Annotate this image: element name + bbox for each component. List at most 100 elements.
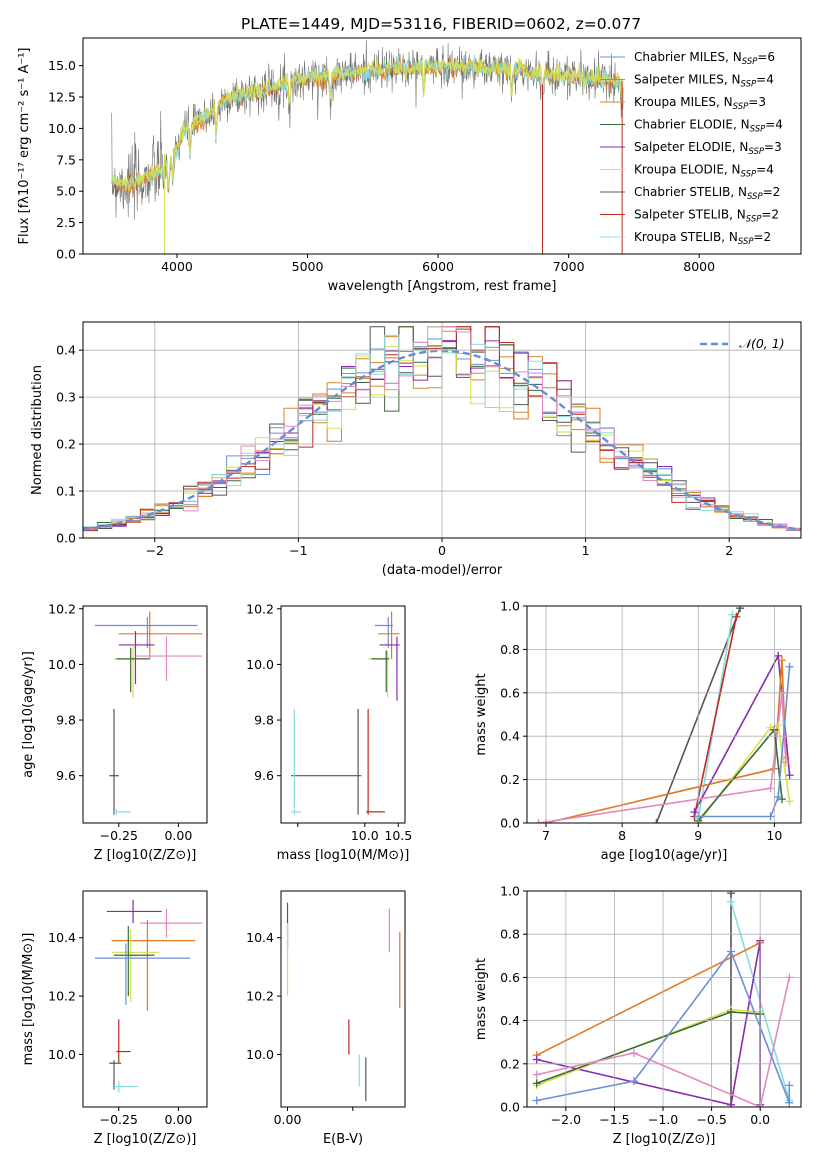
weight-point-marker — [777, 656, 786, 665]
axes-frame — [526, 890, 802, 1108]
x-axis-label: Z [log10(Z/Z⊙)] — [613, 1132, 716, 1147]
axes-mass-weight-vs-age: 7 8 9 10 0.0 0.2 0.4 0.6 0.8 1.0 age [log10(age/yr… — [474, 599, 802, 863]
x-tick-label: 10.0 — [351, 828, 379, 843]
plot-area — [534, 606, 794, 823]
y-tick-label: 0.4 — [500, 1013, 520, 1028]
legend-entry: Kroupa MILES, NSSP=3 — [634, 95, 766, 112]
x-tick-label: 8 — [618, 828, 626, 843]
weight-point-marker — [774, 651, 783, 660]
histogram-legend: 𝒩(0, 1) — [700, 336, 785, 351]
weight-point-marker — [785, 771, 794, 780]
weight-point-marker — [629, 1049, 638, 1057]
weight-point-marker — [774, 792, 783, 801]
spectrum-legend: Chabrier MILES, NSSP=6 Salpeter MILES, NS… — [600, 50, 783, 247]
figure-title: PLATE=1449, MJD=53116, FIBERID=0602, z=0… — [241, 15, 641, 33]
x-tick-label: 6000 — [422, 259, 454, 274]
axes-spectrum: 4000 5000 6000 7000 8000 0.0 2.5 5.0 7.5 10.0 12.5… — [17, 37, 802, 294]
weight-point-marker — [766, 784, 775, 793]
y-axis-label: mass [log10(M/M⊙)] — [21, 933, 36, 1066]
x-tick-label: 2 — [725, 543, 733, 558]
weight-point-marker — [727, 947, 736, 956]
x-tick-label: 1 — [582, 543, 590, 558]
y-tick-label: 10.2 — [48, 601, 76, 616]
x-tick-label: 4000 — [161, 259, 193, 274]
weight-point-marker — [727, 891, 736, 898]
y-axis-label: age [log10(age/yr)] — [21, 651, 36, 778]
y-tick-label: 10.0 — [48, 121, 76, 136]
weight-point-marker — [532, 1079, 541, 1088]
x-tick-label: 10 — [766, 828, 782, 843]
legend-entry: Chabrier STELIB, NSSP=2 — [634, 185, 780, 202]
legend-entry: Salpeter MILES, NSSP=4 — [634, 73, 774, 90]
plot-area — [94, 899, 203, 1093]
legend-entry: Salpeter STELIB, NSSP=2 — [634, 208, 779, 225]
weight-point-marker — [652, 819, 661, 823]
y-tick-label: 0.2 — [56, 437, 76, 452]
legend-entry: Salpeter ELODIE, NSSP=3 — [634, 140, 782, 157]
weight-point-marker — [532, 1055, 541, 1064]
y-tick-label: 0.6 — [500, 970, 520, 985]
x-tick-label: 8000 — [683, 259, 715, 274]
y-tick-label: 7.5 — [56, 152, 76, 167]
y-tick-label: 10.0 — [246, 1047, 274, 1062]
x-tick-label: −1.0 — [648, 1112, 678, 1127]
plot-area — [94, 611, 203, 815]
y-tick-label: 0.4 — [500, 729, 520, 744]
y-tick-label: 2.5 — [56, 215, 76, 230]
y-tick-label: 9.6 — [254, 768, 274, 783]
y-axis-label: mass weight — [474, 958, 489, 1040]
y-tick-label: 9.8 — [254, 713, 274, 728]
y-tick-label: 0.2 — [500, 772, 520, 787]
axes-age-vs-Z: −0.25 0.00 9.6 9.8 10.0 10.2 Z [log10(Z/Z⊙)] ag… — [21, 601, 208, 863]
y-tick-label: 5.0 — [56, 184, 76, 199]
x-axis-label: (data-model)/error — [382, 563, 503, 578]
legend-entry: 𝒩(0, 1) — [739, 336, 785, 351]
x-tick-label: 0.00 — [164, 828, 192, 843]
y-axis-label: mass weight — [474, 673, 489, 755]
legend-entry: Kroupa STELIB, NSSP=2 — [634, 230, 771, 247]
weight-point-marker — [785, 1098, 794, 1107]
weight-point-marker — [727, 897, 736, 906]
y-tick-label: 9.8 — [56, 713, 76, 728]
y-tick-label: 1.0 — [500, 599, 520, 614]
x-axis-label: mass [log10(M/M⊙)] — [277, 848, 410, 863]
y-tick-label: 10.4 — [48, 930, 76, 945]
axes-frame — [82, 605, 208, 824]
y-tick-label: 0.4 — [56, 343, 76, 358]
weight-point-marker — [785, 797, 794, 806]
x-axis-label: age [log10(age/yr)] — [601, 848, 728, 863]
plot-area — [286, 902, 401, 1102]
y-tick-label: 9.6 — [56, 768, 76, 783]
x-tick-label: −1 — [289, 543, 307, 558]
y-tick-label: 0.1 — [56, 484, 76, 499]
x-tick-label: 0.00 — [274, 1112, 302, 1127]
weight-point-marker — [727, 1100, 736, 1107]
y-tick-label: 0.8 — [500, 927, 520, 942]
axes-frame — [526, 605, 802, 824]
weight-point-marker — [774, 721, 783, 730]
y-tick-label: 10.4 — [246, 930, 274, 945]
y-tick-label: 1.0 — [500, 884, 520, 899]
x-tick-label: 10.5 — [384, 828, 412, 843]
x-tick-label: 0 — [438, 543, 446, 558]
y-tick-label: 10.0 — [48, 657, 76, 672]
weight-series-line — [536, 940, 762, 1106]
x-tick-label: −0.25 — [100, 828, 138, 843]
x-tick-label: 7000 — [553, 259, 585, 274]
y-tick-label: 0.0 — [56, 531, 76, 546]
axes-frame — [280, 890, 406, 1108]
weight-point-marker — [785, 662, 794, 671]
weight-point-marker — [736, 606, 745, 613]
x-tick-label: −0.5 — [696, 1112, 726, 1127]
y-tick-label: 0.6 — [500, 685, 520, 700]
x-tick-label: 9 — [694, 828, 702, 843]
y-tick-label: 0.0 — [500, 1100, 520, 1115]
weight-point-marker — [532, 1096, 541, 1105]
x-axis-label: wavelength [Angstrom, rest frame] — [328, 279, 557, 294]
weight-point-marker — [727, 1007, 736, 1016]
x-tick-label: 0.0 — [750, 1112, 770, 1127]
plot-area — [111, 39, 624, 254]
weight-series-line — [536, 941, 762, 1105]
weight-series-line — [536, 1008, 761, 1087]
x-tick-label: −2 — [146, 543, 164, 558]
